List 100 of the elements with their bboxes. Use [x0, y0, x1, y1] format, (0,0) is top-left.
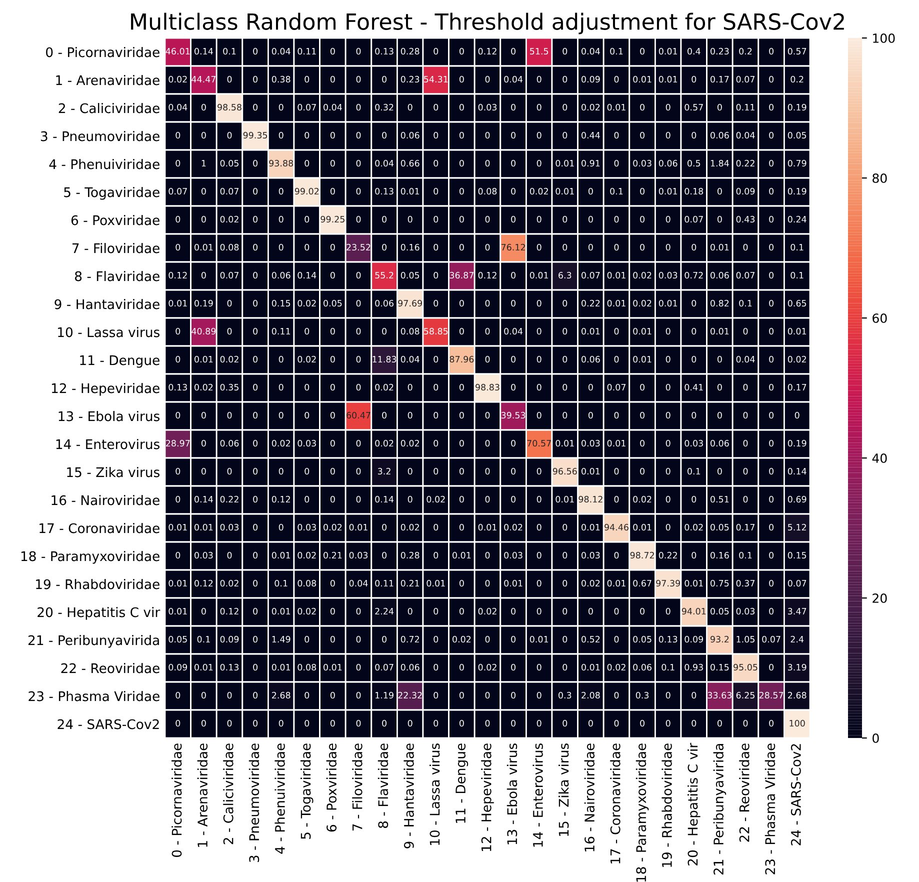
data-label: 0.02 [452, 636, 471, 643]
y-tick-label: 7 - Filoviridae [72, 242, 160, 254]
data-label: 0 [717, 356, 722, 363]
data-label: 0.11 [272, 328, 290, 335]
data-label: 0 [330, 468, 335, 475]
data-label: 0.08 [400, 328, 420, 335]
data-label: 1.19 [376, 692, 394, 699]
data-label: 0.06 [582, 356, 600, 363]
data-label: 0 [692, 496, 696, 503]
data-label: 0 [382, 524, 387, 531]
data-label: 0 [356, 76, 361, 83]
data-label: 0.04 [375, 160, 394, 167]
data-label: 0 [562, 104, 568, 111]
data-label: 0.01 [478, 524, 496, 531]
data-label: 0.19 [788, 104, 806, 111]
data-label: 0 [253, 76, 258, 83]
y-tick-label: 0 - Picornaviridae [46, 46, 160, 58]
data-label: 0 [330, 272, 335, 279]
data-label: 0.1 [274, 580, 288, 587]
data-label: 0.16 [710, 552, 729, 559]
data-label: 0 [666, 356, 670, 363]
data-label: 0 [769, 48, 774, 55]
data-label: 54.31 [424, 76, 448, 83]
data-label: 1.84 [710, 160, 729, 167]
data-label: 0 [253, 384, 258, 391]
data-label: 0.06 [400, 132, 420, 139]
data-label: 0 [330, 580, 335, 587]
data-label: 0 [459, 468, 464, 475]
data-label: 0 [356, 328, 361, 335]
data-label: 0.57 [788, 48, 806, 55]
x-tick-label: 21 - Peribunyavirida [713, 744, 726, 875]
data-label: 0 [511, 216, 516, 223]
y-tick-label: 22 - Reoviridae [61, 662, 160, 674]
data-label: 40.89 [192, 328, 216, 335]
data-label: 60.47 [346, 412, 370, 419]
data-label: 0 [434, 636, 438, 643]
data-label: 0.2 [739, 48, 752, 55]
data-label: 0.01 [607, 272, 626, 279]
data-label: 0 [562, 384, 568, 391]
data-label: 0 [666, 384, 670, 391]
data-label: 2.68 [788, 692, 806, 699]
data-label: 0 [536, 300, 542, 307]
y-tick-label: 18 - Paramyxoviridae [21, 550, 160, 564]
data-label: 0.21 [400, 580, 420, 587]
data-label: 0 [382, 216, 387, 223]
data-label: 0 [176, 216, 180, 223]
data-label: 0 [227, 328, 232, 335]
data-label: 0 [536, 132, 542, 139]
data-label: 0 [356, 104, 361, 111]
data-label: 0 [614, 720, 619, 727]
data-label: 0 [201, 216, 206, 223]
data-label: 0.02 [220, 216, 238, 223]
data-label: 0.1 [610, 48, 623, 55]
data-label: 0 [434, 608, 438, 615]
chart-title: Multiclass Random Forest - Threshold adjustment for SARS-Cov2 [131, 12, 844, 34]
x-tick-label: 9 - Hantaviridae [404, 744, 414, 848]
data-label: 0 [588, 384, 593, 391]
data-label: 0 [562, 244, 568, 251]
data-label: 0.1 [662, 664, 674, 671]
data-label: 2.68 [272, 692, 290, 699]
y-tick-label: 24 - SARS-Cov2 [58, 719, 159, 730]
data-label: 0.03 [582, 440, 600, 447]
data-label: 0.01 [530, 272, 548, 279]
x-tick-label: 5 - Togaviridae [300, 744, 314, 839]
data-label: 0 [253, 552, 258, 559]
data-label: 0.09 [582, 76, 600, 83]
data-label: 0.07 [736, 272, 754, 279]
data-label: 0 [588, 412, 593, 419]
data-label: 0.01 [194, 664, 213, 671]
data-label: 0 [743, 468, 748, 475]
data-label: 0 [743, 328, 748, 335]
data-label: 0 [536, 216, 542, 223]
data-label: 0 [769, 468, 774, 475]
data-label: 0.57 [684, 104, 703, 111]
data-label: 0 [382, 76, 387, 83]
data-label: 0 [330, 692, 335, 699]
data-label: 0.17 [736, 524, 754, 531]
data-label: 0 [769, 608, 774, 615]
data-label: 0 [769, 496, 774, 503]
data-label: 0 [769, 216, 774, 223]
data-label: 0 [692, 720, 696, 727]
data-label: 0 [769, 76, 774, 83]
data-label: 0 [769, 132, 774, 139]
data-label: 0 [717, 104, 722, 111]
data-label: 0 [227, 692, 232, 699]
data-label: 0 [692, 244, 696, 251]
data-label: 0 [536, 160, 542, 167]
data-label: 0 [485, 132, 490, 139]
data-label: 51.5 [530, 48, 548, 55]
data-label: 0.04 [272, 48, 290, 55]
data-label: 0 [614, 216, 619, 223]
data-label: 0 [434, 300, 438, 307]
data-label: 0.01 [607, 300, 626, 307]
data-label: 0.1 [688, 468, 700, 475]
data-label: 0 [227, 76, 232, 83]
data-label: 0 [459, 524, 464, 531]
data-label: 0 [304, 384, 310, 391]
data-label: 0 [692, 356, 696, 363]
data-label: 0 [640, 244, 645, 251]
data-label: 0 [408, 608, 412, 615]
